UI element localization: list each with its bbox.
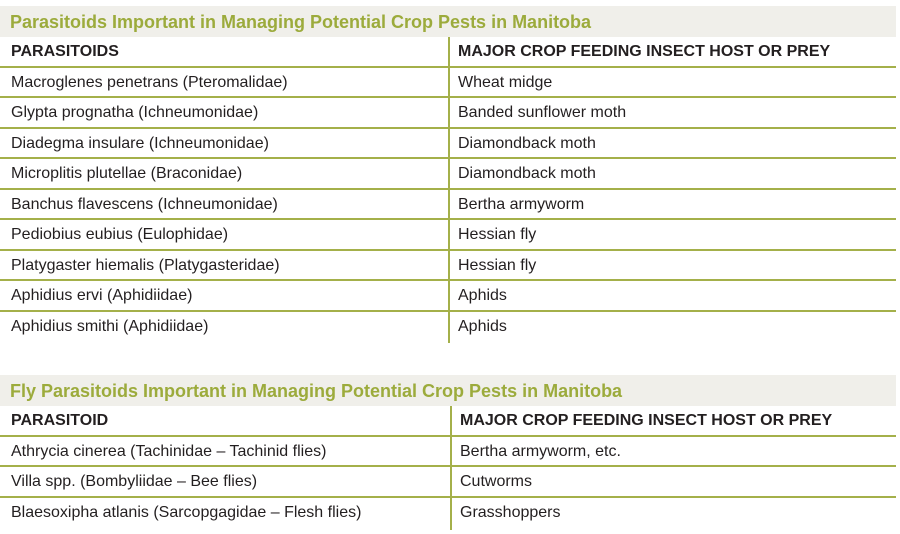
parasitoid-cell: Athrycia cinerea (Tachinidae – Tachinid … bbox=[11, 442, 327, 460]
table-row: Glypta prognatha (Ichneumonidae) Banded … bbox=[0, 98, 896, 129]
parasitoid-cell: Glypta prognatha (Ichneumonidae) bbox=[11, 104, 259, 121]
host-cell: Bertha armyworm, etc. bbox=[460, 442, 621, 460]
table-row: Aphidius smithi (Aphidiidae) Aphids bbox=[0, 312, 896, 343]
column-header-parasitoids: PARASITOIDS bbox=[11, 43, 119, 60]
column-header-host: MAJOR CROP FEEDING INSECT HOST OR PREY bbox=[460, 412, 833, 429]
host-cell: Aphids bbox=[458, 317, 507, 335]
parasitoid-cell: Villa spp. (Bombyliidae – Bee flies) bbox=[11, 473, 258, 490]
host-cell: Diamondback moth bbox=[458, 165, 596, 182]
table-row: Diadegma insulare (Ichneumonidae) Diamon… bbox=[0, 129, 896, 159]
fly-parasitoids-table: Fly Parasitoids Important in Managing Po… bbox=[0, 375, 896, 530]
parasitoid-cell: Aphidius smithi (Aphidiidae) bbox=[11, 317, 209, 335]
column-divider bbox=[450, 406, 452, 530]
host-cell: Bertha armyworm bbox=[458, 195, 585, 213]
table-title: Fly Parasitoids Important in Managing Po… bbox=[0, 375, 896, 406]
parasitoid-cell: Blaesoxipha atlanis (Sarcopgagidae – Fle… bbox=[11, 503, 362, 521]
parasitoid-cell: Banchus flavescens (Ichneumonidae) bbox=[11, 195, 278, 213]
table-row: Microplitis plutellae (Braconidae) Diamo… bbox=[0, 159, 896, 190]
table-row: Macroglenes penetrans (Pteromalidae) Whe… bbox=[0, 68, 896, 98]
parasitoids-table: Parasitoids Important in Managing Potent… bbox=[0, 6, 896, 343]
host-cell: Banded sunflower moth bbox=[458, 104, 627, 121]
host-cell: Hessian fly bbox=[458, 226, 537, 243]
column-divider bbox=[448, 37, 450, 343]
table-row: Platygaster hiemalis (Platygasteridae) H… bbox=[0, 251, 896, 281]
table-header: PARASITOIDS MAJOR CROP FEEDING INSECT HO… bbox=[0, 37, 896, 68]
host-cell: Cutworms bbox=[460, 473, 533, 490]
table-row: Athrycia cinerea (Tachinidae – Tachinid … bbox=[0, 437, 896, 467]
parasitoid-cell: Microplitis plutellae (Braconidae) bbox=[11, 165, 243, 182]
parasitoid-cell: Diadegma insulare (Ichneumonidae) bbox=[11, 134, 269, 152]
host-cell: Hessian fly bbox=[458, 256, 537, 274]
column-header-parasitoid: PARASITOID bbox=[11, 412, 109, 429]
table-row: Villa spp. (Bombyliidae – Bee flies) Cut… bbox=[0, 467, 896, 498]
parasitoid-cell: Pediobius eubius (Eulophidae) bbox=[11, 226, 229, 243]
host-cell: Diamondback moth bbox=[458, 134, 596, 152]
parasitoid-cell: Platygaster hiemalis (Platygasteridae) bbox=[11, 256, 280, 274]
table-row: Aphidius ervi (Aphidiidae) Aphids bbox=[0, 281, 896, 312]
table-header: PARASITOID MAJOR CROP FEEDING INSECT HOS… bbox=[0, 406, 896, 437]
column-header-host: MAJOR CROP FEEDING INSECT HOST OR PREY bbox=[458, 43, 831, 60]
table-row: Blaesoxipha atlanis (Sarcopgagidae – Fle… bbox=[0, 498, 896, 529]
table-title: Parasitoids Important in Managing Potent… bbox=[0, 6, 896, 37]
host-cell: Wheat midge bbox=[458, 73, 553, 91]
table-row: Banchus flavescens (Ichneumonidae) Berth… bbox=[0, 190, 896, 220]
table-row: Pediobius eubius (Eulophidae) Hessian fl… bbox=[0, 220, 896, 251]
host-cell: Grasshoppers bbox=[460, 503, 561, 521]
host-cell: Aphids bbox=[458, 287, 507, 304]
parasitoid-cell: Macroglenes penetrans (Pteromalidae) bbox=[11, 73, 288, 91]
parasitoid-cell: Aphidius ervi (Aphidiidae) bbox=[11, 287, 193, 304]
